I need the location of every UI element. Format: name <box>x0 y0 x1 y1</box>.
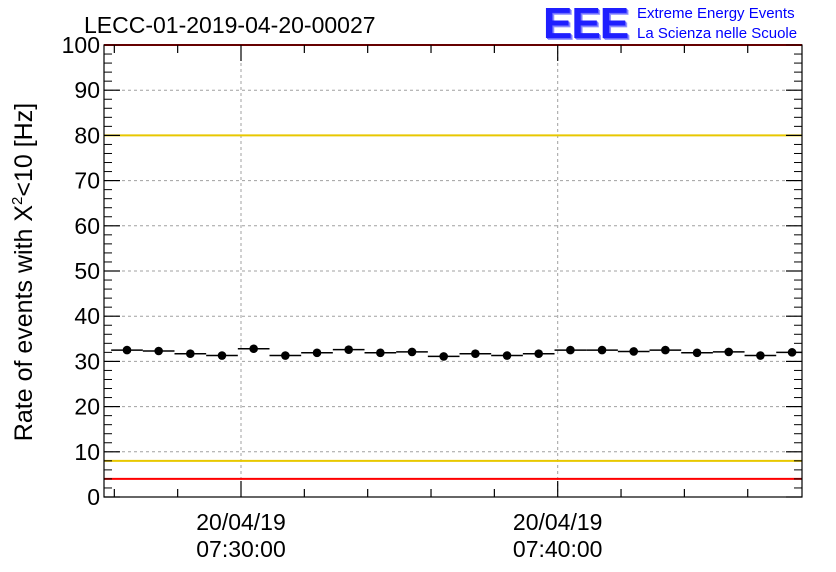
reference-lines <box>104 44 802 480</box>
y-tick-label: 70 <box>74 168 100 194</box>
data-point <box>142 346 175 356</box>
y-tick-label: 0 <box>87 484 100 510</box>
x-tick-label-time: 07:30:00 <box>196 536 286 562</box>
data-points <box>111 344 802 361</box>
data-point <box>649 345 682 355</box>
y-tick-label: 100 <box>62 32 100 58</box>
data-point <box>237 344 270 354</box>
logo-line-1: Extreme Energy Events <box>637 5 795 22</box>
data-point <box>491 351 523 360</box>
data-point-marker <box>724 347 734 357</box>
data-point-marker <box>186 349 195 359</box>
data-point <box>332 345 365 354</box>
y-axis-label-tail: <10 [Hz] <box>10 103 38 197</box>
data-point <box>269 351 302 360</box>
x-tick-label-time: 07:40:00 <box>513 536 603 562</box>
data-point-marker <box>597 345 607 355</box>
eee-logo-mark: EEE <box>543 0 629 48</box>
data-point-marker <box>154 346 163 356</box>
y-axis-label-main: Rate of events with X <box>10 205 38 442</box>
data-point-marker <box>376 348 385 358</box>
data-point-marker <box>281 351 290 360</box>
y-tick-label: 40 <box>74 303 100 329</box>
data-point <box>364 348 397 358</box>
chart-title: LECC-01-2019-04-20-00027 <box>84 12 376 38</box>
y-tick-labels: 0 10 20 30 40 50 60 70 80 90 100 <box>62 32 100 510</box>
data-point-marker <box>344 345 353 354</box>
data-point-marker <box>661 345 670 355</box>
x-tick-label-date: 20/04/19 <box>196 509 286 535</box>
data-point <box>586 345 618 355</box>
data-point-marker <box>692 348 702 358</box>
axis-ticks <box>104 44 802 498</box>
data-point-marker <box>312 348 322 358</box>
data-point <box>174 349 207 359</box>
eee-logo: EEE Extreme Energy Events La Scienza nel… <box>543 0 833 48</box>
y-tick-label: 60 <box>74 213 100 239</box>
data-point-marker <box>502 351 512 360</box>
x-tick-label-date: 20/04/19 <box>513 509 603 535</box>
data-point <box>301 348 333 358</box>
data-point-marker <box>122 345 132 355</box>
data-point <box>396 347 428 357</box>
y-tick-label: 90 <box>74 77 100 103</box>
data-point <box>111 345 143 355</box>
logo-line-2: La Scienza nelle Scuole <box>637 25 798 42</box>
data-point <box>459 349 492 359</box>
data-point-marker <box>787 348 797 357</box>
data-point-marker <box>629 347 639 356</box>
data-point <box>427 352 460 361</box>
data-point <box>712 347 745 357</box>
y-tick-label: 10 <box>74 439 100 465</box>
data-point-marker <box>407 347 417 357</box>
y-axis-label: Rate of events with X2<10 [Hz] <box>9 103 38 441</box>
y-tick-label: 80 <box>74 122 100 148</box>
y-axis-label-superscript: 2 <box>9 197 26 205</box>
data-point-marker <box>471 349 480 359</box>
grid <box>104 45 802 497</box>
y-tick-label: 20 <box>74 394 100 420</box>
data-point-marker <box>534 349 543 359</box>
data-point <box>554 345 587 355</box>
y-tick-label: 50 <box>74 258 100 284</box>
data-point <box>744 351 777 360</box>
data-point-marker <box>566 345 575 355</box>
data-point <box>681 348 713 358</box>
data-point <box>522 349 555 359</box>
data-point-marker <box>249 344 258 354</box>
data-point-marker <box>439 352 448 361</box>
data-point-marker <box>217 351 227 360</box>
data-point <box>617 347 650 356</box>
data-point <box>206 351 238 360</box>
data-point-marker <box>756 351 765 360</box>
y-tick-label: 30 <box>74 348 100 374</box>
